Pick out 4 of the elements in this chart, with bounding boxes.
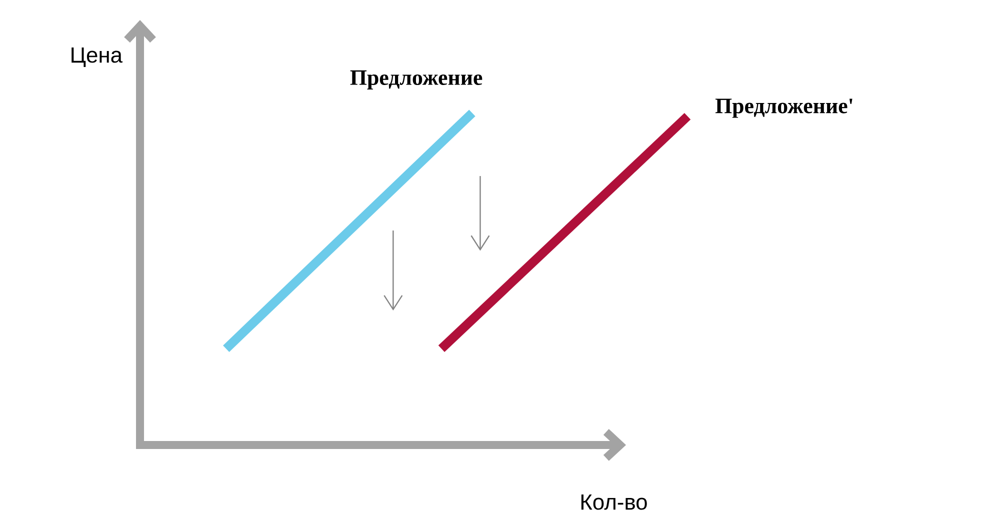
x-axis-title: Кол-во (581, 494, 647, 510)
y-axis-title: Цена (72, 47, 122, 67)
series-label: Предложение (350, 70, 482, 90)
series-label: Предложение' (715, 98, 852, 118)
